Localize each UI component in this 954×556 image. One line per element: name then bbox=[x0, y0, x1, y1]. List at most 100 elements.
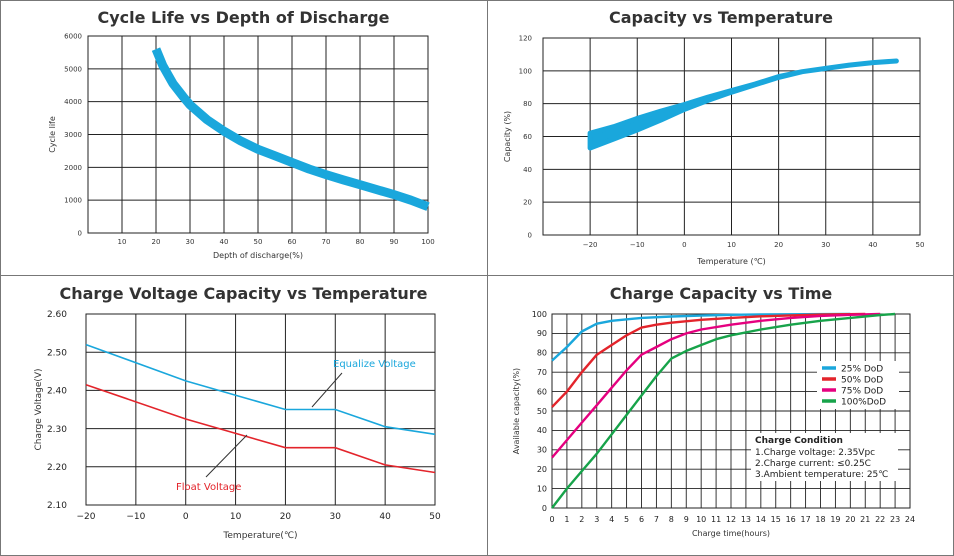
x-tick-label: 10 bbox=[118, 238, 127, 246]
y-tick-label: 40 bbox=[537, 426, 547, 435]
x-tick-label: 6 bbox=[639, 515, 644, 524]
x-tick-label: 20 bbox=[152, 238, 161, 246]
equalize-voltage-label: Equalize Voltage bbox=[333, 359, 416, 370]
x-tick-label: 9 bbox=[684, 515, 689, 524]
y-tick-label: 100 bbox=[519, 67, 532, 75]
y-tick-label: 20 bbox=[523, 199, 532, 207]
x-tick-label: 10 bbox=[727, 241, 736, 249]
float-voltage-label: Float Voltage bbox=[176, 482, 241, 493]
x-tick-label: −10 bbox=[126, 512, 145, 522]
charge-condition-box bbox=[751, 433, 898, 481]
y-axis-label: Charge Voltage(V) bbox=[34, 368, 44, 450]
x-tick-label: 10 bbox=[696, 515, 706, 524]
y-axis-label: Capacity (%) bbox=[503, 111, 512, 162]
chart-title: Charge Voltage Capacity vs Temperature bbox=[59, 284, 428, 303]
x-tick-label: 15 bbox=[771, 515, 781, 524]
y-tick-label: 30 bbox=[537, 446, 547, 455]
x-tick-label: 18 bbox=[815, 515, 825, 524]
y-tick-label: 100 bbox=[532, 310, 547, 319]
x-tick-label: 1 bbox=[564, 515, 569, 524]
charge-condition-title: Charge Condition bbox=[755, 436, 843, 446]
x-tick-label: 4 bbox=[609, 515, 614, 524]
y-tick-label: 60 bbox=[537, 387, 547, 396]
y-tick-label: 3000 bbox=[64, 131, 82, 139]
x-tick-label: 21 bbox=[860, 515, 870, 524]
y-tick-label: 50 bbox=[537, 407, 547, 416]
x-tick-label: 12 bbox=[726, 515, 736, 524]
x-axis-label: Depth of discharge(%) bbox=[213, 251, 303, 260]
x-tick-label: 19 bbox=[830, 515, 840, 524]
series-line bbox=[551, 312, 896, 509]
equalize-leader-line bbox=[311, 372, 343, 408]
x-tick-label: 40 bbox=[868, 241, 877, 249]
x-tick-label: 22 bbox=[875, 515, 885, 524]
x-tick-label: 100 bbox=[421, 238, 434, 246]
x-tick-label: 40 bbox=[379, 512, 391, 522]
capacity-temperature-chart: −20 −10 0 10 20 30 40 50 0 20 40 60 80 100 120 Temperat… bbox=[503, 34, 925, 266]
y-tick-label: 10 bbox=[537, 484, 547, 493]
x-tick-label: 50 bbox=[916, 241, 925, 249]
float-voltage-line bbox=[85, 383, 436, 474]
x-tick-label: −10 bbox=[630, 241, 645, 249]
x-tick-label: 20 bbox=[845, 515, 855, 524]
x-tick-label: 90 bbox=[390, 238, 399, 246]
y-tick-label: 0 bbox=[528, 231, 532, 239]
y-tick-label: 2.50 bbox=[47, 348, 67, 358]
equalize-voltage-line bbox=[85, 343, 436, 436]
horizontal-divider bbox=[0, 275, 954, 276]
x-tick-label: 23 bbox=[890, 515, 900, 524]
y-tick-label: 90 bbox=[537, 329, 547, 338]
x-tick-label: −20 bbox=[583, 241, 598, 249]
panel-capacity-temperature: Capacity vs Temperature −20 −10 0 10 20 30 40 5… bbox=[488, 0, 954, 275]
chart-title: Capacity vs Temperature bbox=[608, 8, 833, 27]
y-tick-label: 5000 bbox=[64, 65, 82, 73]
panel-charge-voltage: Charge Voltage Capacity vs Temperature −… bbox=[0, 276, 487, 556]
chart-title: Cycle Life vs Depth of Discharge bbox=[97, 8, 390, 27]
charge-condition-line: 3.Ambient temperature: 25℃ bbox=[755, 470, 888, 480]
x-axis-label: Temperature (℃) bbox=[696, 257, 765, 266]
x-tick-label: 80 bbox=[356, 238, 365, 246]
x-tick-label: 8 bbox=[669, 515, 674, 524]
x-tick-label: 20 bbox=[774, 241, 783, 249]
y-tick-label: 80 bbox=[537, 349, 547, 358]
x-tick-label: 40 bbox=[220, 238, 229, 246]
y-tick-label: 70 bbox=[537, 368, 547, 377]
y-tick-label: 1000 bbox=[64, 197, 82, 205]
x-tick-label: 30 bbox=[330, 512, 342, 522]
float-leader-line bbox=[205, 434, 248, 478]
y-tick-label: 40 bbox=[523, 166, 532, 174]
y-axis-label: Available capacity(%) bbox=[512, 368, 521, 454]
x-tick-label: 3 bbox=[594, 515, 599, 524]
y-tick-label: 60 bbox=[523, 133, 532, 141]
y-tick-label: 120 bbox=[519, 34, 532, 42]
vertical-divider bbox=[487, 0, 488, 556]
y-tick-label: 80 bbox=[523, 100, 532, 108]
y-tick-label: 2.60 bbox=[47, 310, 67, 320]
x-tick-label: 30 bbox=[186, 238, 195, 246]
y-tick-label: 0 bbox=[78, 229, 82, 237]
series-line bbox=[551, 312, 866, 408]
legend-label: 50% DoD bbox=[841, 376, 883, 386]
x-tick-label: 16 bbox=[786, 515, 796, 524]
legend-label: 100%DoD bbox=[841, 398, 886, 408]
x-tick-label: 50 bbox=[254, 238, 263, 246]
x-tick-label: 7 bbox=[654, 515, 659, 524]
cycle-life-chart: 10 20 30 40 50 60 70 80 90 1000100020003000400050… bbox=[48, 32, 435, 260]
x-tick-label: 10 bbox=[230, 512, 242, 522]
panel-charge-capacity-time: Charge Capacity vs Time 0 1 2 3 4 5 6 7 8 9 10 11 12… bbox=[488, 276, 954, 556]
x-tick-label: 0 bbox=[549, 515, 554, 524]
y-axis-label: Cycle life bbox=[48, 116, 57, 153]
charge-condition-line: 1.Charge voltage: 2.35Vpc bbox=[755, 448, 875, 458]
x-tick-label: 0 bbox=[682, 241, 686, 249]
y-tick-label: 2.30 bbox=[47, 425, 67, 435]
x-axis-label: Temperature(℃) bbox=[222, 531, 297, 541]
y-tick-label: 2.10 bbox=[47, 501, 67, 511]
cycle-life-curve bbox=[151, 47, 430, 211]
x-tick-label: −20 bbox=[77, 512, 96, 522]
y-tick-label: 2.40 bbox=[47, 387, 67, 397]
x-tick-label: 24 bbox=[905, 515, 915, 524]
x-tick-label: 14 bbox=[756, 515, 766, 524]
x-tick-label: 60 bbox=[288, 238, 297, 246]
x-axis-label: Charge time(hours) bbox=[692, 529, 770, 538]
x-tick-label: 13 bbox=[741, 515, 751, 524]
